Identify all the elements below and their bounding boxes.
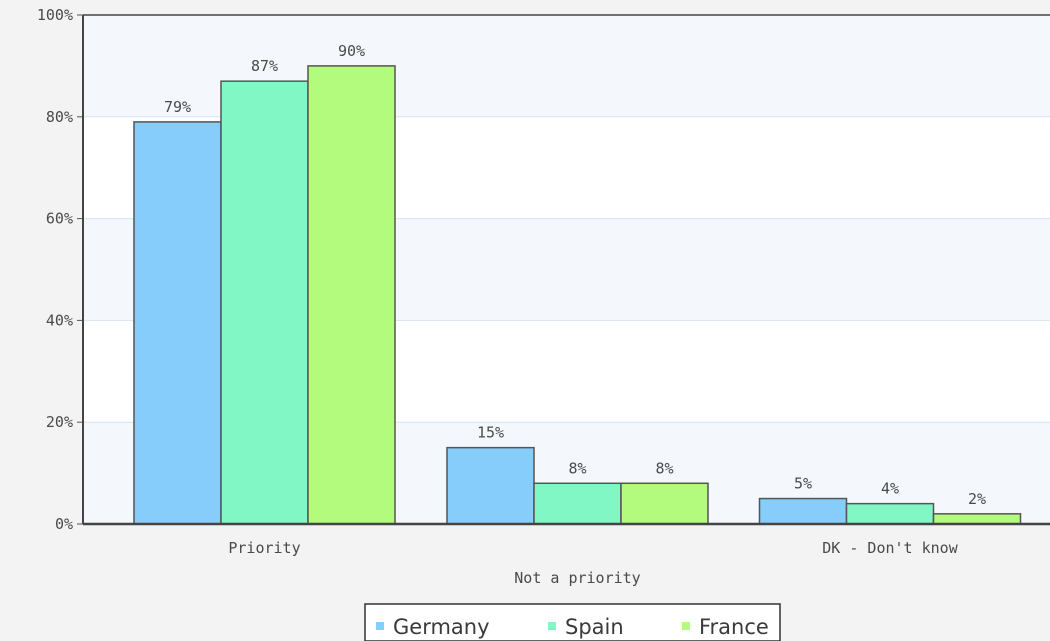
legend-swatch-france (682, 622, 690, 630)
bar-spain-0 (220, 80, 309, 525)
legend-swatch-spain (548, 622, 556, 630)
legend-label-france: France (699, 615, 769, 639)
legend-box (364, 603, 781, 641)
bar-france-0 (307, 65, 396, 525)
bar-germany-1 (446, 446, 535, 525)
x-tick-label: DK - Don't know (822, 539, 958, 557)
bar-germany-2 (758, 497, 848, 525)
plot-area: 0% 20% 40% 60% 80% 100% 79% 15% 5% 87% 8% 4% 90% 8% 2%… (37, 6, 1050, 587)
data-label: 8% (568, 459, 586, 477)
bar-germany-0 (133, 121, 222, 525)
legend-swatch-germany (376, 622, 384, 630)
y-tick-label: 20% (46, 413, 73, 431)
legend-label-germany: Germany (393, 615, 490, 639)
data-label: 4% (881, 480, 899, 498)
data-label: 8% (655, 459, 673, 477)
bar-spain-1 (533, 482, 622, 525)
x-tick-label: Priority (228, 539, 300, 557)
data-label: 5% (794, 475, 812, 493)
legend: Germany Spain France (364, 603, 781, 641)
data-label: 87% (251, 57, 278, 75)
data-label: 90% (338, 42, 365, 60)
y-tick-label: 40% (46, 311, 73, 329)
y-tick-label: 0% (55, 515, 73, 533)
x-tick-label: Not a priority (514, 569, 640, 587)
data-label: 15% (477, 424, 504, 442)
bar-spain-2 (845, 502, 935, 525)
y-tick-label: 80% (46, 108, 73, 126)
data-label: 79% (164, 98, 191, 116)
bar-france-2 (932, 513, 1022, 525)
bar-france-1 (620, 482, 709, 525)
y-tick-label: 60% (46, 210, 73, 228)
data-label: 2% (968, 490, 986, 508)
y-tick-label: 100% (37, 6, 73, 24)
legend-label-spain: Spain (565, 615, 624, 639)
